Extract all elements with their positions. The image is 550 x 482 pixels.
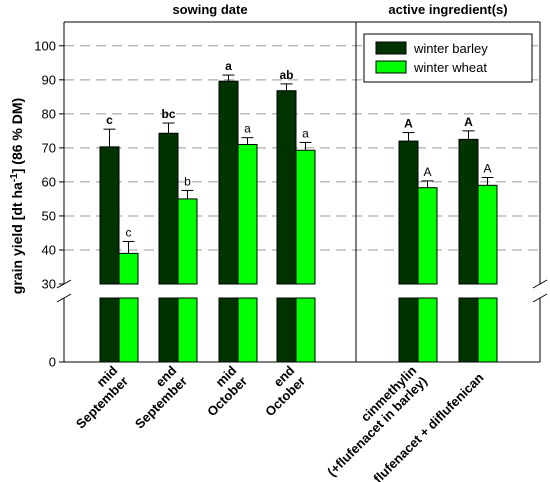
bar-wheat-upper [237, 143, 258, 285]
y-tick-label: 0 [49, 355, 56, 370]
axis-break-mark-right [532, 279, 548, 289]
y-axis-label-sup: -1 [9, 173, 20, 182]
y-tick-label: 30 [42, 277, 56, 292]
significance-letter: A [464, 115, 473, 129]
legend-label-barley: winter barley [413, 41, 488, 56]
bar-barley-lower [458, 297, 479, 363]
category-label: endSeptember [121, 363, 190, 432]
category-label: cinmethylin(+flufenacet in barley) [314, 363, 431, 480]
bar-wheat-upper [118, 252, 139, 285]
category-label: endOctober [252, 363, 308, 419]
y-axis-label-tail: ] (86 % DM) [9, 98, 25, 173]
significance-letter: A [423, 165, 431, 179]
significance-letter: a [225, 59, 232, 73]
legend-swatch-wheat [375, 60, 407, 74]
significance-letter: A [483, 161, 491, 175]
bar-barley-upper [218, 80, 239, 285]
category-label: midOctober [194, 363, 250, 419]
bar-barley-upper [458, 138, 479, 285]
bars [99, 74, 498, 363]
bar-barley-lower [158, 297, 179, 363]
legend-label-wheat: winter wheat [413, 60, 487, 75]
significance-letter: A [404, 117, 413, 131]
bar-wheat-lower [295, 297, 316, 363]
y-tick-label: 40 [42, 242, 56, 257]
group-label-sowing-date: sowing date [172, 2, 247, 17]
category-label: midSeptember [62, 363, 131, 432]
y-tick-label: 100 [34, 38, 56, 53]
bar-barley-lower [218, 297, 239, 363]
y-axis-label: grain yield [dt ha-1] (86 % DM) [9, 98, 26, 294]
bar-wheat-lower [118, 297, 139, 363]
y-tick-label: 80 [42, 106, 56, 121]
bar-barley-lower [276, 297, 297, 363]
significance-letter: a [244, 122, 251, 136]
y-axis-label-main: grain yield [dt ha [9, 182, 25, 294]
bar-barley-lower [99, 297, 120, 363]
plot-frame [56, 21, 548, 363]
bar-wheat-lower [417, 297, 438, 363]
bar-barley-upper [276, 90, 297, 285]
bar-barley-upper [398, 140, 419, 285]
y-tick-label: 90 [42, 72, 56, 87]
bar-barley-upper [99, 146, 120, 285]
bar-wheat-lower [237, 297, 258, 363]
significance-letter: c [106, 113, 113, 127]
significance-letter: b [184, 174, 191, 188]
bar-wheat-upper [177, 198, 198, 285]
bar-wheat-upper [477, 184, 498, 285]
bar-wheat-upper [295, 149, 316, 285]
bar-barley-upper [158, 132, 179, 285]
bar-barley-lower [398, 297, 419, 363]
significance-letter: a [302, 126, 309, 140]
significance-letter: c [126, 225, 132, 239]
axis-break-mark-left [56, 293, 72, 303]
y-tick-label: 50 [42, 208, 56, 223]
significance-letter: ab [279, 68, 293, 82]
group-label-active-ingredient: active ingredient(s) [388, 2, 507, 17]
legend-swatch-barley [375, 41, 407, 55]
bar-wheat-lower [177, 297, 198, 363]
significance-letter: bc [161, 107, 175, 121]
y-tick-label: 60 [42, 174, 56, 189]
category-label-line: (+flufenacet in barley) [324, 373, 430, 479]
bar-wheat-upper [417, 187, 438, 285]
legend: winter barley winter wheat [363, 33, 533, 83]
axis-break-mark-right [532, 293, 548, 303]
bar-wheat-lower [477, 297, 498, 363]
y-tick-label: 70 [42, 140, 56, 155]
